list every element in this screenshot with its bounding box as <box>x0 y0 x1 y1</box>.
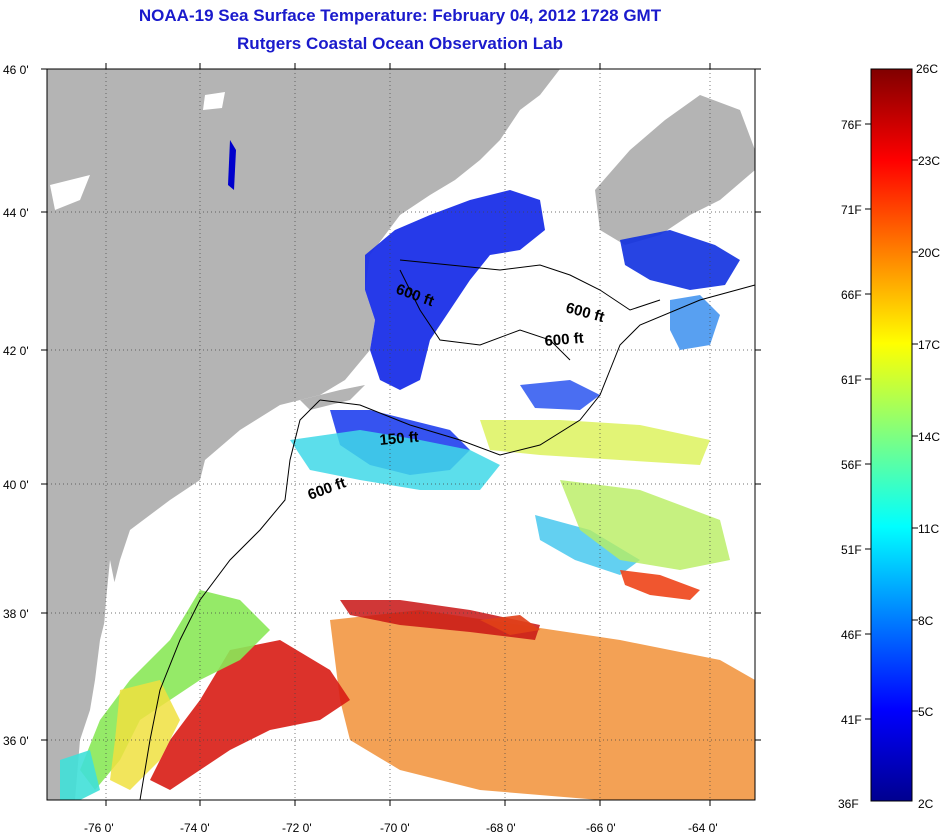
colorbar-f-label: 61F <box>841 373 862 387</box>
sst-cyan-east <box>535 515 640 575</box>
latitude-axis: 46 0' 44 0' 42 0' 40 0' 38 0' 36 0' <box>3 63 761 748</box>
sst-yellow-band <box>480 420 710 465</box>
colorbar-c-label: 20C <box>918 246 940 260</box>
colorbar: 76F 71F 66F 61F 56F 51F 46F 41F 36F 26C … <box>838 62 940 811</box>
lon-tick-label: -68 0' <box>486 821 516 835</box>
colorbar-c-label: 8C <box>918 614 934 628</box>
colorbar-f-label: 51F <box>841 543 862 557</box>
colorbar-f-label: 71F <box>841 203 862 217</box>
colorbar-c-label: 5C <box>918 705 934 719</box>
sst-red-south <box>150 640 350 790</box>
lon-tick-label: -70 0' <box>380 821 410 835</box>
sst-orange-south <box>330 610 755 800</box>
map-title: NOAA-19 Sea Surface Temperature: Februar… <box>138 6 662 25</box>
sst-cyan-band <box>290 430 500 490</box>
colorbar-f-label: 46F <box>841 628 862 642</box>
lake <box>228 140 236 190</box>
lat-tick-label: 38 0' <box>3 607 29 621</box>
land-north-america <box>47 69 560 800</box>
colorbar-gradient <box>870 68 913 802</box>
colorbar-c-label: 2C <box>918 797 934 811</box>
colorbar-f-label: 66F <box>841 288 862 302</box>
map-subtitle: Rutgers Coastal Ocean Observation Lab <box>237 34 563 53</box>
lat-tick-label: 46 0' <box>3 63 29 77</box>
colorbar-c-label: 23C <box>918 154 940 168</box>
colorbar-f-label: 56F <box>841 458 862 472</box>
sst-gulf-stream-east <box>620 570 700 600</box>
land-nova-scotia <box>595 95 755 245</box>
sst-mid-blue <box>520 380 600 410</box>
sst-red-gs-small <box>480 615 540 635</box>
lon-tick-label: -66 0' <box>586 821 616 835</box>
bathymetry-contours <box>139 259 756 801</box>
longitude-axis: -76 0' -74 0' -72 0' -70 0' -68 0' -66 0… <box>84 63 718 835</box>
lat-tick-label: 44 0' <box>3 206 29 220</box>
lon-tick-label: -76 0' <box>84 821 114 835</box>
contour-label: 600 ft <box>544 330 585 350</box>
colorbar-c-label: 17C <box>918 338 940 352</box>
contour-label: 150 ft <box>379 429 420 449</box>
lon-tick-label: -64 0' <box>688 821 718 835</box>
colorbar-f-label: 36F <box>838 797 859 811</box>
lat-tick-label: 40 0' <box>3 478 29 492</box>
lake <box>50 175 90 210</box>
sst-green-east <box>560 480 730 570</box>
colorbar-c-label: 26C <box>916 62 938 76</box>
lat-tick-label: 42 0' <box>3 344 29 358</box>
sst-yellow-coast <box>110 680 180 790</box>
lon-tick-label: -72 0' <box>282 821 312 835</box>
lon-tick-label: -74 0' <box>180 821 210 835</box>
chesapeake-bay <box>98 560 118 700</box>
lat-tick-label: 36 0' <box>3 734 29 748</box>
colorbar-c-label: 11C <box>918 522 939 536</box>
delaware-bay <box>145 520 168 560</box>
lake <box>203 92 225 110</box>
sst-shelf-cyan <box>670 295 720 350</box>
sst-cyan-coast <box>60 750 100 800</box>
sst-gulf-of-maine <box>365 190 545 390</box>
colorbar-f-label: 76F <box>841 118 862 132</box>
colorbar-c-label: 14C <box>918 430 940 444</box>
colorbar-f-label: 41F <box>841 713 862 727</box>
map-frame <box>46 68 756 801</box>
